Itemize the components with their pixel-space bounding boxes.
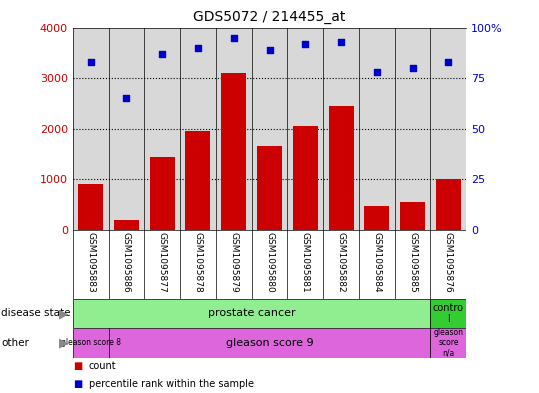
Text: ▶: ▶ — [59, 307, 68, 320]
Text: percentile rank within the sample: percentile rank within the sample — [89, 379, 254, 389]
Point — [372, 69, 381, 75]
Bar — [436, 179, 461, 230]
Point — [408, 65, 417, 71]
Bar — [400, 202, 425, 230]
Bar — [221, 73, 246, 230]
Bar — [329, 106, 354, 230]
Text: GSM1095883: GSM1095883 — [86, 232, 95, 293]
Text: GSM1095877: GSM1095877 — [158, 232, 167, 293]
Text: gleason score 8: gleason score 8 — [61, 338, 121, 347]
Text: GSM1095886: GSM1095886 — [122, 232, 131, 293]
Text: contro
l: contro l — [433, 303, 464, 324]
Text: GSM1095884: GSM1095884 — [372, 232, 381, 293]
Bar — [108, 328, 431, 358]
Text: GSM1095880: GSM1095880 — [265, 232, 274, 293]
Text: GSM1095878: GSM1095878 — [194, 232, 203, 293]
Bar — [431, 299, 466, 328]
Text: ■: ■ — [73, 362, 82, 371]
Text: disease state: disease state — [1, 309, 71, 318]
Text: GSM1095881: GSM1095881 — [301, 232, 310, 293]
Text: GSM1095882: GSM1095882 — [336, 232, 345, 293]
Bar — [73, 328, 108, 358]
Point — [86, 59, 95, 65]
Text: GSM1095876: GSM1095876 — [444, 232, 453, 293]
Text: ▶: ▶ — [59, 336, 68, 349]
Bar — [114, 220, 139, 230]
Text: GDS5072 / 214455_at: GDS5072 / 214455_at — [194, 10, 345, 24]
Text: count: count — [89, 362, 116, 371]
Bar — [364, 206, 389, 230]
Point — [337, 39, 345, 45]
Point — [444, 59, 453, 65]
Text: GSM1095879: GSM1095879 — [229, 232, 238, 293]
Text: prostate cancer: prostate cancer — [208, 309, 295, 318]
Bar — [257, 147, 282, 230]
Point — [158, 51, 167, 57]
Point — [230, 35, 238, 41]
Point — [301, 40, 309, 47]
Text: gleason
score
n/a: gleason score n/a — [433, 328, 464, 358]
Text: gleason score 9: gleason score 9 — [226, 338, 313, 348]
Text: other: other — [1, 338, 29, 348]
Bar — [78, 184, 103, 230]
Text: GSM1095885: GSM1095885 — [408, 232, 417, 293]
Point — [122, 95, 131, 101]
Bar — [185, 131, 211, 230]
Bar — [293, 126, 318, 230]
Bar — [150, 156, 175, 230]
Text: ■: ■ — [73, 379, 82, 389]
Point — [194, 44, 202, 51]
Point — [265, 47, 274, 53]
Bar — [431, 328, 466, 358]
